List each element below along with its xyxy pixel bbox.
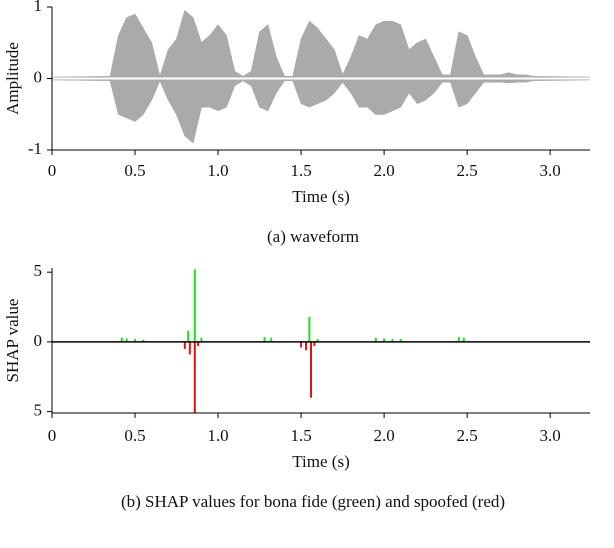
x-tick-label: 1.5 [290, 161, 311, 180]
y-axis-label: Amplitude [3, 42, 22, 115]
caption: (b) SHAP values for bona fide (green) an… [121, 492, 505, 511]
x-tick-label: 2.5 [456, 426, 477, 445]
x-tick-label: 1.5 [290, 426, 311, 445]
y-tick-label: 0 [34, 331, 43, 350]
x-tick-label: 3.0 [540, 426, 561, 445]
y-tick-label: 0 [34, 67, 43, 86]
y-tick-label: -1 [28, 139, 42, 158]
waveform-envelope [51, 79, 591, 144]
x-axis-label: Time (s) [292, 187, 349, 206]
x-tick-label: 0 [48, 426, 57, 445]
x-tick-label: 0.5 [124, 161, 145, 180]
x-tick-label: 1.0 [207, 426, 228, 445]
x-tick-label: 0 [48, 161, 57, 180]
y-tick-label: 1 [34, 0, 43, 15]
y-tick-label: 5 [34, 261, 43, 280]
x-tick-label: 2.0 [373, 161, 394, 180]
x-tick-label: 3.0 [540, 161, 561, 180]
caption: (a) waveform [267, 227, 359, 246]
x-tick-label: 2.5 [456, 161, 477, 180]
x-tick-label: 2.0 [373, 426, 394, 445]
x-tick-label: 1.0 [207, 161, 228, 180]
waveform-envelope [51, 9, 591, 78]
x-tick-label: 0.5 [124, 426, 145, 445]
y-tick-label: 5 [34, 401, 43, 420]
y-axis-label: SHAP value [3, 299, 22, 383]
x-axis-label: Time (s) [292, 452, 349, 471]
